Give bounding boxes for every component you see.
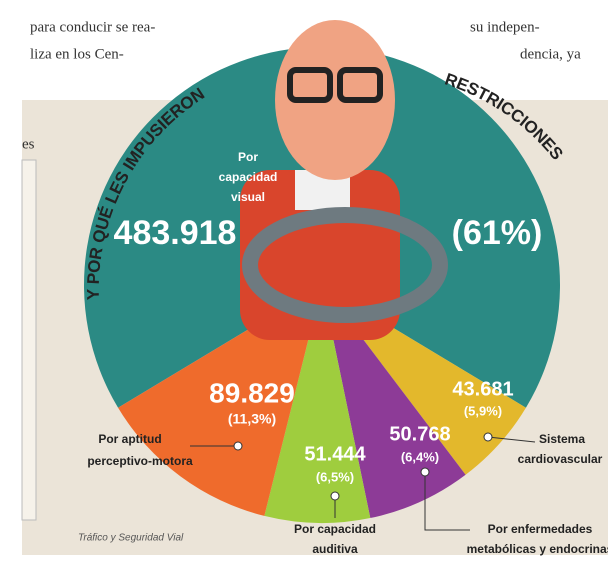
value-label: 89.829 [209,377,295,408]
percent-label: (6,5%) [316,469,354,484]
head [275,20,395,180]
pie-slice [264,285,371,524]
leader-line [424,472,470,531]
percent-label: (6,4%) [401,449,439,464]
article-text: es [22,136,35,152]
steering-wheel [242,207,448,323]
category-label: visual [231,190,265,204]
percent-label: (61%) [452,214,543,252]
label-dot [420,467,430,477]
glasses [337,67,383,103]
category-label: auditiva [312,542,358,556]
category-label: Por enfermedades [488,522,593,536]
percent-label: (5,9%) [464,403,502,418]
category-label: Por aptitud [98,432,161,446]
article-text: su indepen- [470,19,540,35]
category-label: perceptivo-motora [87,454,193,468]
category-label: metabólicas y endocrinas [467,542,608,556]
value-label: 43.681 [452,378,513,400]
category-label: cardiovascular [518,452,603,466]
category-label: capacidad [219,170,278,184]
article-text: liza en los Cen- [30,46,124,62]
label-dot [483,432,493,442]
pie-slice [322,285,466,519]
article-text: para conducir se rea- [30,19,155,35]
value-label: 50.768 [389,423,450,445]
value-label: 483.918 [114,214,237,252]
driver-illustration [240,20,448,340]
label-dot [330,491,340,501]
leader-line [487,436,536,443]
side-frame [21,159,37,521]
glasses [287,67,333,103]
value-label: 51.444 [304,443,366,465]
category-label: Por [238,150,258,164]
label-dot [233,441,243,451]
source: Tráfico y Seguridad Vial [78,533,184,544]
article-text: dencia, ya [520,46,581,62]
pie-slice [118,285,322,516]
category-label: Por capacidad [294,522,376,536]
category-label: Sistema [539,432,585,446]
percent-label: (11,3%) [228,411,276,427]
